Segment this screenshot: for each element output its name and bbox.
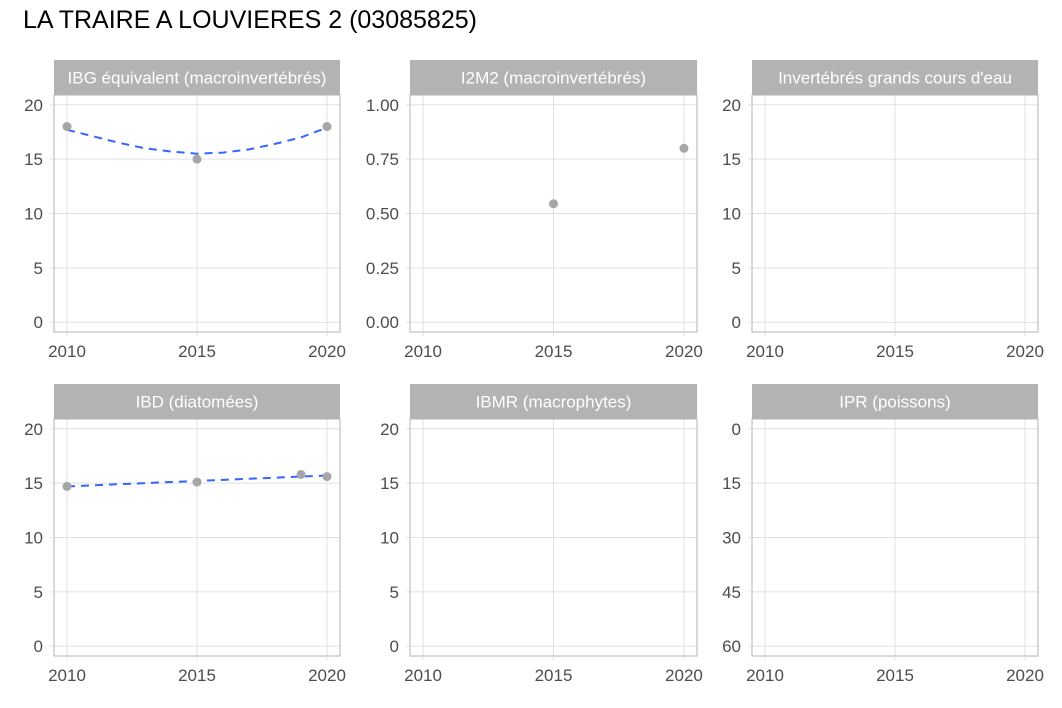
y-tick-label: 10 (24, 205, 43, 224)
y-tick-label: 5 (732, 259, 741, 278)
y-tick-label: 0.00 (366, 313, 399, 332)
x-tick-label: 2010 (746, 342, 784, 361)
facet-strip (752, 60, 1038, 95)
y-tick-label: 0 (34, 313, 43, 332)
y-tick-label: 5 (34, 259, 43, 278)
x-tick-label: 2015 (876, 342, 914, 361)
y-tick-label: 60 (722, 637, 741, 656)
y-tick-label: 20 (24, 420, 43, 439)
facet-title: IBG équivalent (macroinvertébrés) (68, 69, 327, 88)
y-tick-label: 20 (722, 96, 741, 115)
facet-strip (54, 384, 340, 419)
data-point (549, 199, 558, 209)
data-point (62, 481, 72, 491)
y-tick-label: 0 (732, 313, 741, 332)
y-tick-label: 15 (24, 150, 43, 169)
panel: IBD (diatomées) 0 5 10 15 20 2010 2015 2020 (24, 384, 346, 685)
x-tick-label: 2010 (48, 342, 86, 361)
x-tick-label: 2010 (404, 342, 442, 361)
y-tick-label: 20 (380, 420, 399, 439)
x-tick-label: 2010 (746, 666, 784, 685)
y-tick-label: 5 (390, 583, 399, 602)
facet-strip (54, 60, 340, 95)
data-point (322, 472, 332, 482)
y-tick-label: 15 (722, 150, 741, 169)
y-tick-label: 15 (24, 474, 43, 493)
data-point (322, 122, 332, 132)
data-point (192, 477, 202, 487)
x-tick-label: 2020 (665, 342, 703, 361)
x-tick-label: 2015 (535, 666, 573, 685)
y-tick-label: 1.00 (366, 96, 399, 115)
x-tick-label: 2015 (178, 666, 216, 685)
y-tick-label: 10 (722, 205, 741, 224)
y-tick-label: 0 (732, 420, 741, 439)
facet-title: Invertébrés grands cours d'eau (778, 69, 1012, 88)
facet-strip (752, 384, 1038, 419)
panel: IPR (poissons) 0 15 30 45 60 2010 2015 2020 (722, 384, 1044, 685)
y-tick-label: 0 (34, 637, 43, 656)
y-tick-label: 0.75 (366, 150, 399, 169)
y-tick-label: 5 (34, 583, 43, 602)
x-tick-label: 2010 (48, 666, 86, 685)
panel: IBG équivalent (macroinvertébrés) 0 5 10 15 2… (24, 60, 346, 361)
data-point (62, 122, 72, 132)
y-tick-label: 0 (390, 637, 399, 656)
x-tick-label: 2020 (1006, 666, 1044, 685)
y-tick-label: 10 (380, 529, 399, 548)
x-tick-label: 2015 (178, 342, 216, 361)
x-tick-label: 2020 (308, 666, 346, 685)
facet-strip (410, 60, 697, 95)
x-tick-label: 2020 (308, 342, 346, 361)
facet-title: IBD (diatomées) (136, 393, 259, 412)
facet-title: IPR (poissons) (839, 393, 950, 412)
y-tick-label: 10 (24, 529, 43, 548)
panel: I2M2 (macroinvertébrés) 0.00 0.25 0.50 0.75 1… (366, 60, 703, 361)
x-tick-label: 2015 (535, 342, 573, 361)
y-tick-label: 30 (722, 529, 741, 548)
y-tick-label: 20 (24, 96, 43, 115)
y-tick-label: 15 (722, 474, 741, 493)
data-point (192, 154, 202, 164)
x-tick-label: 2020 (665, 666, 703, 685)
data-point (296, 469, 306, 479)
y-tick-label: 0.25 (366, 259, 399, 278)
trend-line (66, 126, 328, 155)
facet-title: IBMR (macrophytes) (476, 393, 632, 412)
panel: Invertébrés grands cours d'eau0510152020… (722, 60, 1044, 361)
facet-strip (410, 384, 697, 419)
y-tick-label: 15 (380, 474, 399, 493)
x-tick-label: 2020 (1006, 342, 1044, 361)
x-tick-label: 2015 (876, 666, 914, 685)
facet-title: I2M2 (macroinvertébrés) (461, 69, 646, 88)
data-point (679, 143, 689, 153)
y-tick-label: 0.50 (366, 205, 399, 224)
y-tick-label: 45 (722, 583, 741, 602)
x-tick-label: 2010 (404, 666, 442, 685)
panel: IBMR (macrophytes) 0 5 10 15 20 2010 2015 2020 (380, 384, 703, 685)
page-title: LA TRAIRE A LOUVIERES 2 (03085825) (23, 6, 477, 34)
